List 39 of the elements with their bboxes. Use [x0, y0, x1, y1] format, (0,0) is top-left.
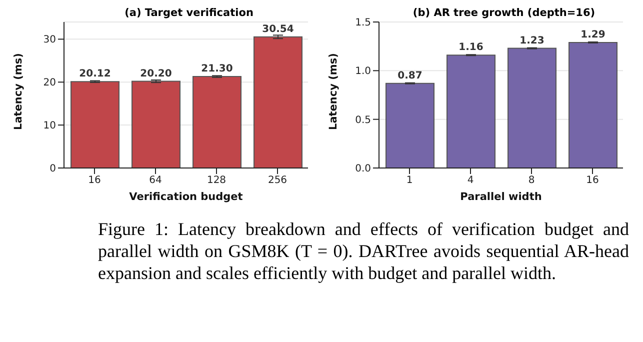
y-tick-label: 0: [50, 164, 56, 175]
y-tick-label: 30: [43, 34, 56, 46]
y-axis-title: Latency (ms): [328, 53, 340, 130]
bar: [254, 36, 302, 168]
data-label: 0.87: [398, 70, 422, 82]
x-tick-label: 1: [406, 175, 413, 186]
x-tick-label: 64: [149, 175, 162, 186]
x-tick-label: 256: [268, 175, 288, 186]
data-label: 21.30: [201, 64, 233, 75]
bar: [568, 42, 618, 168]
bar: [446, 54, 496, 168]
bar: [70, 81, 120, 168]
y-tick-label: 0.0: [355, 164, 371, 175]
x-tick-label: 16: [88, 175, 101, 186]
bar: [386, 82, 434, 168]
chart-title: (a) Target verification: [124, 7, 254, 19]
y-tick-label: 10: [43, 120, 56, 132]
y-tick-label: 20: [43, 78, 56, 89]
y-tick-label: 1.0: [355, 66, 371, 78]
data-label: 30.54: [262, 24, 294, 35]
bar: [192, 76, 242, 168]
bar: [132, 80, 180, 168]
x-tick-label: 8: [528, 175, 535, 186]
x-tick-label: 4: [467, 175, 474, 186]
data-label: 20.12: [79, 68, 111, 80]
x-tick-label: 16: [586, 175, 599, 186]
y-axis-title: Latency (ms): [12, 53, 25, 130]
bar: [508, 48, 556, 168]
chart-title: (b) AR tree growth (depth=16): [412, 7, 596, 19]
data-label: 1.23: [520, 35, 544, 46]
data-label: 1.16: [458, 42, 484, 54]
data-label: 20.20: [140, 68, 172, 80]
y-tick-label: 1.5: [355, 18, 371, 29]
x-axis-title: Parallel width: [460, 191, 542, 203]
x-tick-label: 128: [206, 175, 226, 186]
data-label: 1.29: [580, 29, 606, 40]
y-tick-label: 0.5: [355, 114, 371, 126]
x-axis-title: Verification budget: [129, 191, 243, 203]
caption: Figure 1: Latency breakdown and effects of verification budget and parallel width on GSM8K (T = 0). DARTree avoids sequential AR-head expansion and scales efficiently with budget and parallel width.: [97, 218, 630, 284]
